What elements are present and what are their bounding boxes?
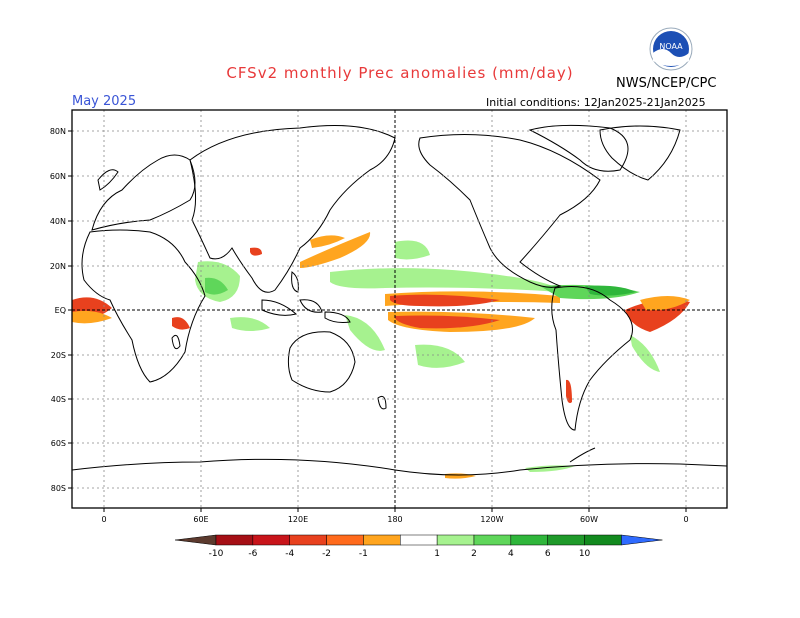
lat-label: 80S — [51, 484, 66, 493]
colorbar-label: -2 — [322, 549, 331, 559]
colorbar-swatch — [584, 534, 622, 546]
lat-label: 20N — [50, 262, 66, 271]
lon-label: 0 — [101, 515, 106, 524]
colorbar-low-arrow — [174, 534, 217, 546]
colorbar-label: -4 — [285, 549, 294, 559]
org-label: NWS/NCEP/CPC — [616, 76, 717, 91]
lon-label: 180 — [387, 515, 402, 524]
colorbar-swatch — [547, 534, 585, 546]
colorbar-label: 4 — [508, 549, 514, 559]
forecast-month: May 2025 — [72, 94, 137, 109]
colorbar-label: -10 — [209, 549, 224, 559]
anomaly-shading — [72, 232, 690, 479]
colorbar-label: -1 — [359, 549, 368, 559]
colorbar-label: 6 — [545, 549, 551, 559]
colorbar-swatch — [215, 534, 254, 546]
colorbar-swatch — [473, 534, 512, 546]
lon-label: 120E — [288, 515, 308, 524]
lon-label: 60W — [580, 515, 598, 524]
lat-label: 80N — [50, 127, 66, 136]
colorbar-high-arrow — [621, 534, 663, 546]
lat-label: 40S — [51, 395, 66, 404]
plot-frame — [71, 109, 728, 509]
latitude-labels: 80N 60N 40N 20N EQ 20S 40S 60S 80S — [50, 127, 72, 493]
colorbar-label: 10 — [579, 549, 591, 559]
lon-label: 120W — [480, 515, 503, 524]
colorbar-swatch — [436, 534, 475, 546]
colorbar-swatch — [510, 534, 548, 546]
lat-label: 60N — [50, 172, 66, 181]
lat-label: EQ — [55, 306, 66, 315]
colorbar-swatch — [289, 534, 327, 546]
colorbar-label: -6 — [248, 549, 257, 559]
lat-lon-grid — [72, 110, 727, 508]
lat-label: 60S — [51, 439, 66, 448]
colorbar-swatch — [400, 534, 438, 546]
colorbar-label: 2 — [471, 549, 477, 559]
svg-text:NOAA: NOAA — [659, 42, 683, 51]
longitude-labels: 0 60E 120E 180 120W 60W 0 — [101, 508, 689, 524]
colorbar-label: 1 — [434, 549, 440, 559]
noaa-logo: NOAA — [649, 27, 693, 71]
lon-label: 0 — [683, 515, 688, 524]
colorbar-swatch — [252, 534, 290, 546]
lon-label: 60E — [193, 515, 208, 524]
colorbar-swatch — [363, 534, 401, 546]
colorbar: -10 -6 -4 -2 -1 1 2 4 6 10 — [174, 534, 663, 559]
initial-conditions: Initial conditions: 12Jan2025-21Jan2025 — [486, 96, 706, 109]
coastlines — [72, 124, 727, 476]
colorbar-swatch — [326, 534, 364, 546]
lat-label: 40N — [50, 217, 66, 226]
lat-label: 20S — [51, 351, 66, 360]
chart-title: CFSv2 monthly Prec anomalies (mm/day) — [226, 64, 574, 82]
